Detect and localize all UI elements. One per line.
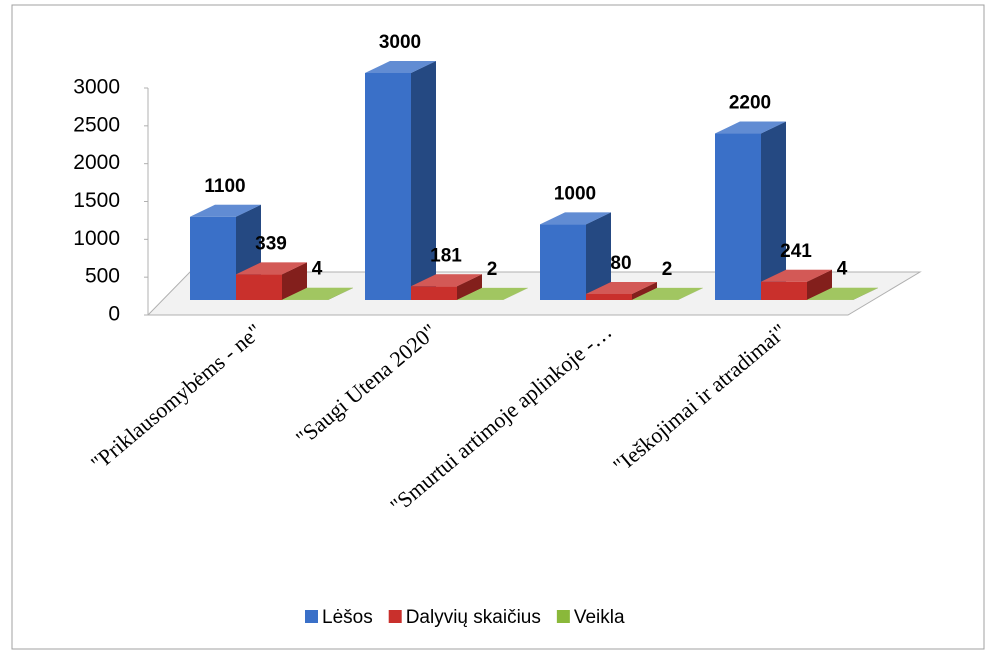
bar-side-shade: [586, 212, 611, 300]
bar-side: [761, 121, 786, 301]
data-label: 80: [610, 253, 631, 274]
chart-border: [11, 4, 985, 650]
bar-top: [365, 61, 436, 73]
bar-side: [586, 212, 611, 300]
bar-side-shade: [807, 269, 832, 300]
bar: [540, 224, 586, 300]
data-label: 2: [487, 259, 498, 280]
bar-top-shade: [190, 204, 261, 217]
bar-top-shade: [586, 281, 657, 294]
bar-side: [457, 274, 482, 300]
legend-label: Lėšos: [322, 607, 373, 628]
bar-top: [190, 204, 261, 217]
bar: [190, 216, 236, 300]
data-label: 4: [837, 259, 848, 280]
legend-label: Dalyvių skaičius: [406, 607, 541, 628]
bar-side-shade: [853, 287, 878, 300]
bar: [715, 133, 761, 300]
legend-swatch: [556, 610, 570, 623]
bar-side: [853, 287, 878, 300]
data-label: 241: [780, 241, 812, 262]
y-tick-label: 1500: [73, 189, 120, 212]
data-label: 339: [255, 233, 287, 254]
x-tick-label: "Priklausomybėms - ne": [86, 319, 267, 476]
bar-side: [328, 287, 353, 300]
data-label: 1000: [554, 183, 596, 204]
bar-side-shade: [282, 262, 307, 300]
bar-top: [282, 287, 353, 300]
x-tick-label: "Saugi Utena 2020": [291, 319, 442, 451]
bar-top: [540, 212, 611, 225]
bar-side-shade: [457, 274, 482, 300]
data-label: 4: [312, 259, 323, 280]
bar-top-shade: [457, 287, 528, 300]
y-tick-label: 2000: [73, 151, 120, 174]
bar-side: [807, 269, 832, 300]
legend-swatch: [388, 610, 402, 623]
bar: [761, 281, 807, 300]
x-tick-label: "Ieškojimai ir atradimai": [608, 319, 791, 478]
bar-top: [807, 287, 878, 300]
data-label: 1100: [204, 176, 245, 197]
bar-top-shade: [236, 262, 307, 275]
bar-side: [282, 262, 307, 300]
bar-top: [715, 121, 786, 134]
bar-side-shade: [328, 287, 353, 300]
bar-top-shade: [282, 287, 353, 300]
legend-label: Veikla: [574, 607, 625, 628]
bar-side-shade: [503, 287, 528, 300]
bar-side: [503, 287, 528, 300]
y-tick-label: 1000: [73, 227, 120, 250]
legend-swatch: [305, 610, 318, 623]
data-label: 2200: [729, 93, 771, 114]
bar-side: [678, 287, 703, 300]
bar: [365, 73, 411, 300]
data-label: 181: [430, 245, 462, 266]
bar-top-shade: [411, 274, 482, 287]
bar: [236, 274, 282, 300]
bar-side-shade: [678, 287, 703, 300]
bar-top-shade: [365, 61, 436, 73]
bar-top-shade: [632, 287, 703, 300]
bar-top: [632, 287, 703, 300]
data-label: 3000: [379, 32, 421, 53]
bar-top: [411, 274, 482, 287]
bar: [586, 293, 632, 300]
bar-side: [411, 61, 436, 300]
y-tick-label: 500: [85, 265, 120, 288]
bar-side: [632, 281, 657, 300]
bar-side-shade: [632, 281, 657, 300]
y-tick-label: 3000: [73, 76, 120, 99]
bar-top: [457, 287, 528, 300]
bar-top-shade: [761, 269, 832, 282]
y-tick-label: 2500: [73, 113, 120, 136]
bar-top: [586, 281, 657, 294]
data-label: 2: [662, 259, 673, 280]
bar-side-shade: [761, 121, 786, 301]
bar-top: [236, 262, 307, 275]
bar-top-shade: [540, 212, 611, 225]
bar: [411, 286, 457, 300]
bar-top-shade: [807, 287, 878, 300]
y-tick-label: 0: [108, 303, 120, 326]
bar-side-shade: [411, 61, 436, 300]
bar-top: [761, 269, 832, 282]
bar-top-shade: [715, 121, 786, 134]
